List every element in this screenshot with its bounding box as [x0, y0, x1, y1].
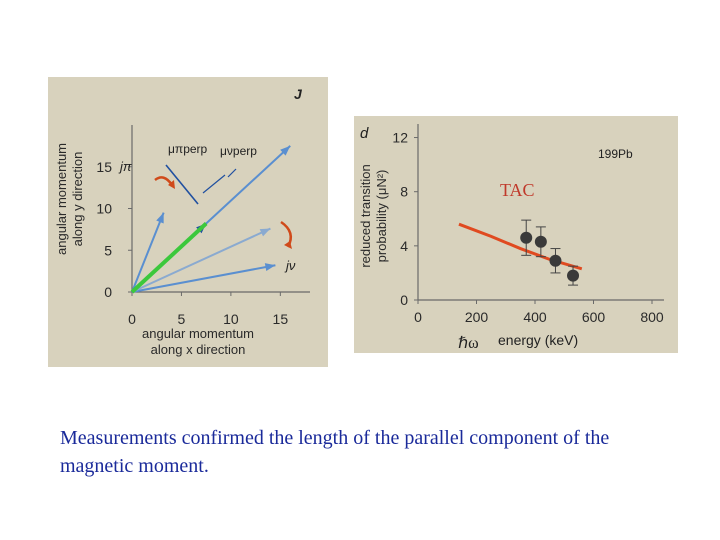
vector-arrowhead-1 — [280, 145, 291, 156]
plot-text: d 199Pb TAC ℏω energy (keV) reduced tran… — [358, 125, 633, 352]
plot-x-tick-label: 0 — [414, 309, 422, 325]
vector-4 — [131, 227, 271, 293]
x-tick-label: 10 — [223, 311, 239, 327]
data-point — [520, 231, 533, 244]
x-axis-label-line2: along x direction — [151, 342, 246, 357]
y-axis-label-line2: along y direction — [70, 152, 85, 247]
vector-diagram-text: J jπ jν μπperp μνperp angular momentum a… — [54, 86, 303, 357]
j-pi-label: jπ — [118, 159, 132, 174]
plot-ticks: 0 200 400 600 800 0 4 8 12 — [392, 130, 663, 325]
tac-annotation: TAC — [500, 180, 535, 200]
plot-x-tick-label: 800 — [640, 309, 664, 325]
y-tick-label: 10 — [96, 201, 112, 217]
isotope-label: 199Pb — [598, 147, 633, 161]
y-tick-label: 5 — [104, 242, 112, 258]
y-tick-label: 15 — [96, 159, 112, 175]
plot-y-tick-label: 4 — [400, 238, 408, 254]
vector-3 — [131, 264, 276, 293]
mu-pi-perp-line — [165, 164, 199, 205]
plot-x-label: energy (keV) — [498, 332, 578, 348]
data-point — [534, 235, 547, 248]
mu-pi-perp-label: μπperp — [168, 142, 208, 156]
data-point — [549, 254, 562, 267]
vector-arrowhead-3 — [264, 263, 276, 272]
vector-diagram-vectors — [130, 145, 291, 294]
plot-x-tick-label: 200 — [465, 309, 489, 325]
slide-caption: Measurements confirmed the length of the… — [60, 427, 610, 477]
panel-label: d — [360, 125, 369, 142]
plot-y-tick-label: 12 — [392, 130, 408, 146]
perp-markers — [154, 164, 293, 249]
parallel-component-line — [130, 222, 208, 294]
red-arrowhead-top — [168, 180, 175, 189]
x-tick-label: 15 — [273, 311, 289, 327]
plot-y-label-line1: reduced transition — [358, 164, 373, 267]
mu-nu-perp-line — [202, 174, 226, 194]
plot-y-tick-label: 0 — [400, 292, 408, 308]
plot-axes — [417, 124, 664, 301]
plot-background — [354, 116, 678, 353]
transition-probability-plot: 0 200 400 600 800 0 4 8 12 d 199Pb TAC ℏω energy… — [354, 116, 678, 353]
J-label: J — [294, 86, 303, 102]
x-tick-label: 5 — [178, 311, 186, 327]
plot-x-tick-label: 400 — [523, 309, 547, 325]
vector-2 — [131, 212, 165, 293]
data-point — [567, 269, 580, 282]
y-tick-label: 0 — [104, 284, 112, 300]
mu-nu-perp-label: μνperp — [220, 144, 257, 158]
vector-diagram: 0 5 10 15 0 5 10 15 J jπ jν μπperp μνperp angul… — [48, 77, 328, 367]
vector-diagram-ticks: 0 5 10 15 0 5 10 15 — [96, 159, 288, 327]
hbar-omega-label: ℏω — [458, 335, 479, 352]
red-arrowhead-right — [284, 241, 292, 249]
plot-series — [458, 219, 583, 286]
y-axis-label-line1: angular momentum — [54, 143, 69, 255]
j-nu-label: jν — [284, 258, 296, 273]
mu-nu-perp-tick — [227, 168, 237, 178]
vector-arrowhead-4 — [259, 228, 271, 237]
plot-y-tick-label: 8 — [400, 184, 408, 200]
x-tick-label: 0 — [128, 311, 136, 327]
vector-arrowhead-2 — [156, 212, 164, 224]
x-axis-label-line1: angular momentum — [142, 326, 254, 341]
plot-x-tick-label: 600 — [582, 309, 606, 325]
plot-y-label-line2: probability (μN²) — [374, 170, 389, 263]
